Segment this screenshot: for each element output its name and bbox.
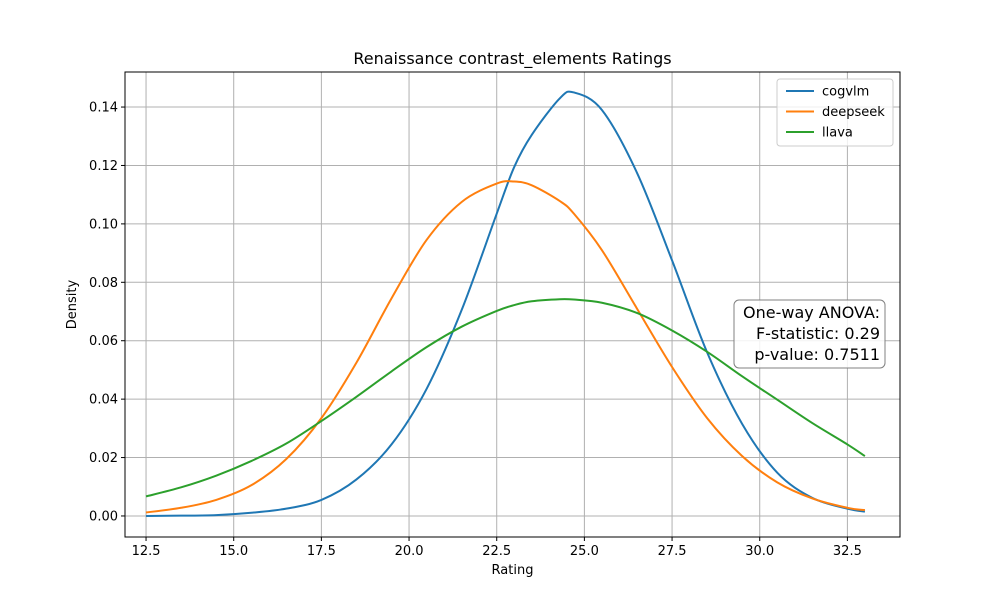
- y-tick-label: 0.06: [89, 334, 118, 349]
- legend-label-deepseek: deepseek: [822, 105, 885, 120]
- x-tick-label: 27.5: [658, 544, 687, 559]
- y-tick-label: 0.02: [89, 451, 118, 466]
- x-tick-label: 20.0: [395, 544, 424, 559]
- x-tick-label: 15.0: [219, 544, 248, 559]
- y-tick-label: 0.12: [89, 159, 118, 174]
- x-tick-label: 12.5: [132, 544, 161, 559]
- x-tick-label: 32.5: [833, 544, 862, 559]
- y-tick-label: 0.10: [89, 217, 118, 232]
- anova-title: One-way ANOVA:: [743, 303, 880, 322]
- x-tick-label: 30.0: [745, 544, 774, 559]
- series-line-cogvlm: [146, 90, 866, 517]
- anova-f-statistic: F-statistic: 0.29: [756, 324, 880, 343]
- chart-title: Renaissance contrast_elements Ratings: [353, 49, 671, 69]
- legend-label-cogvlm: cogvlm: [822, 85, 869, 100]
- y-tick-label: 0.14: [89, 101, 118, 116]
- anova-annotation: One-way ANOVA: F-statistic: 0.29 p-value…: [733, 299, 886, 369]
- y-tick-label: 0.08: [89, 276, 118, 291]
- anova-annotation-box: [733, 299, 886, 369]
- grid: [125, 72, 900, 537]
- plot-area-frame: [124, 71, 901, 538]
- anova-p-value: p-value: 0.7511: [754, 345, 880, 364]
- legend: cogvlm deepseek llava: [776, 78, 894, 147]
- series-line-llava: [145, 298, 866, 498]
- x-tick-label: 17.5: [307, 544, 336, 559]
- y-axis-label: Density: [65, 279, 80, 329]
- series-lines: [145, 90, 866, 517]
- x-tick-label: 22.5: [482, 544, 511, 559]
- y-tick-label: 0.00: [89, 509, 118, 524]
- legend-label-llava: llava: [822, 126, 853, 141]
- series-line-deepseek: [145, 180, 866, 514]
- y-tick-label: 0.04: [89, 393, 118, 408]
- axis-ticks: 12.5 15.0 17.5 20.0 22.5 25.0 27.5 30.0 32.5 0.00…: [89, 101, 862, 559]
- x-axis-label: Rating: [492, 563, 534, 578]
- legend-box: [776, 78, 894, 147]
- x-tick-label: 25.0: [570, 544, 599, 559]
